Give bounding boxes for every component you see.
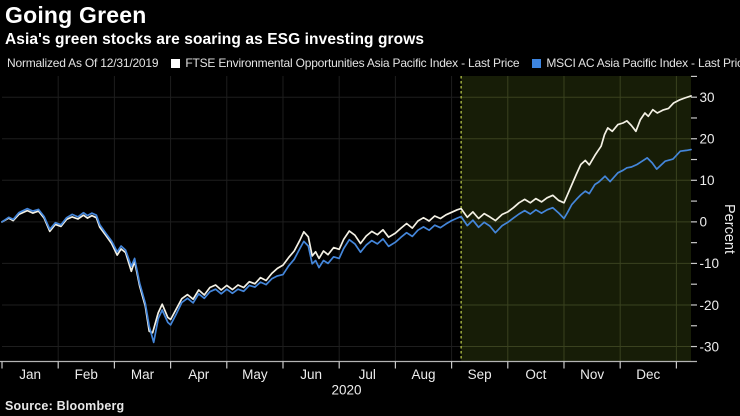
y-axis-tick-label: 30 [700,90,715,105]
x-axis-month-label: May [242,367,268,382]
x-axis-month-label: Sep [468,367,492,382]
x-axis-month-label: Aug [411,367,435,382]
highlight-region [461,76,691,362]
legend-item-msci: MSCI AC Asia Pacific Index - Last Price [532,56,740,70]
legend-item-msci-label: MSCI AC Asia Pacific Index - Last Price [546,56,740,70]
source-label: Source: Bloomberg [5,399,125,413]
x-axis-month-label: Oct [525,367,546,382]
legend-item-ftse-label: FTSE Environmental Opportunities Asia Pa… [185,56,520,70]
x-axis-year-label: 2020 [331,383,361,398]
msci-series-line [1,148,692,344]
x-axis-month-label: Nov [580,367,604,382]
y-axis-tick-label: -30 [700,339,720,354]
msci-swatch-icon [532,58,542,68]
x-axis-month-label: Dec [636,367,660,382]
y-axis-tick-label: 20 [700,132,715,147]
chart-legend: Normalized As Of 12/31/2019 FTSE Environ… [7,56,740,70]
y-axis-tick-label: 10 [700,173,715,188]
y-axis-tick-label: -10 [700,256,720,271]
y-axis-title: Percent [721,204,737,254]
ftse-swatch-icon [171,58,181,68]
ftse-series-line [1,95,692,334]
x-axis-month-label: Jul [359,367,376,382]
y-axis-tick-label: -20 [700,298,720,313]
y-axis-tick-label: 0 [700,215,708,230]
header: Going Green Asia's green stocks are soar… [5,3,424,49]
x-axis-month-label: Apr [188,367,210,382]
x-axis-month-label: Jun [300,367,322,382]
x-axis-month-label: Feb [75,367,98,382]
normalized-as-of-label: Normalized As Of 12/31/2019 [7,56,159,70]
legend-item-ftse: FTSE Environmental Opportunities Asia Pa… [171,56,520,70]
page-title: Going Green [5,2,147,28]
page-subtitle: Asia's green stocks are soaring as ESG i… [5,31,425,49]
x-axis-month-label: Jan [19,367,41,382]
x-axis-month-label: Mar [131,367,155,382]
